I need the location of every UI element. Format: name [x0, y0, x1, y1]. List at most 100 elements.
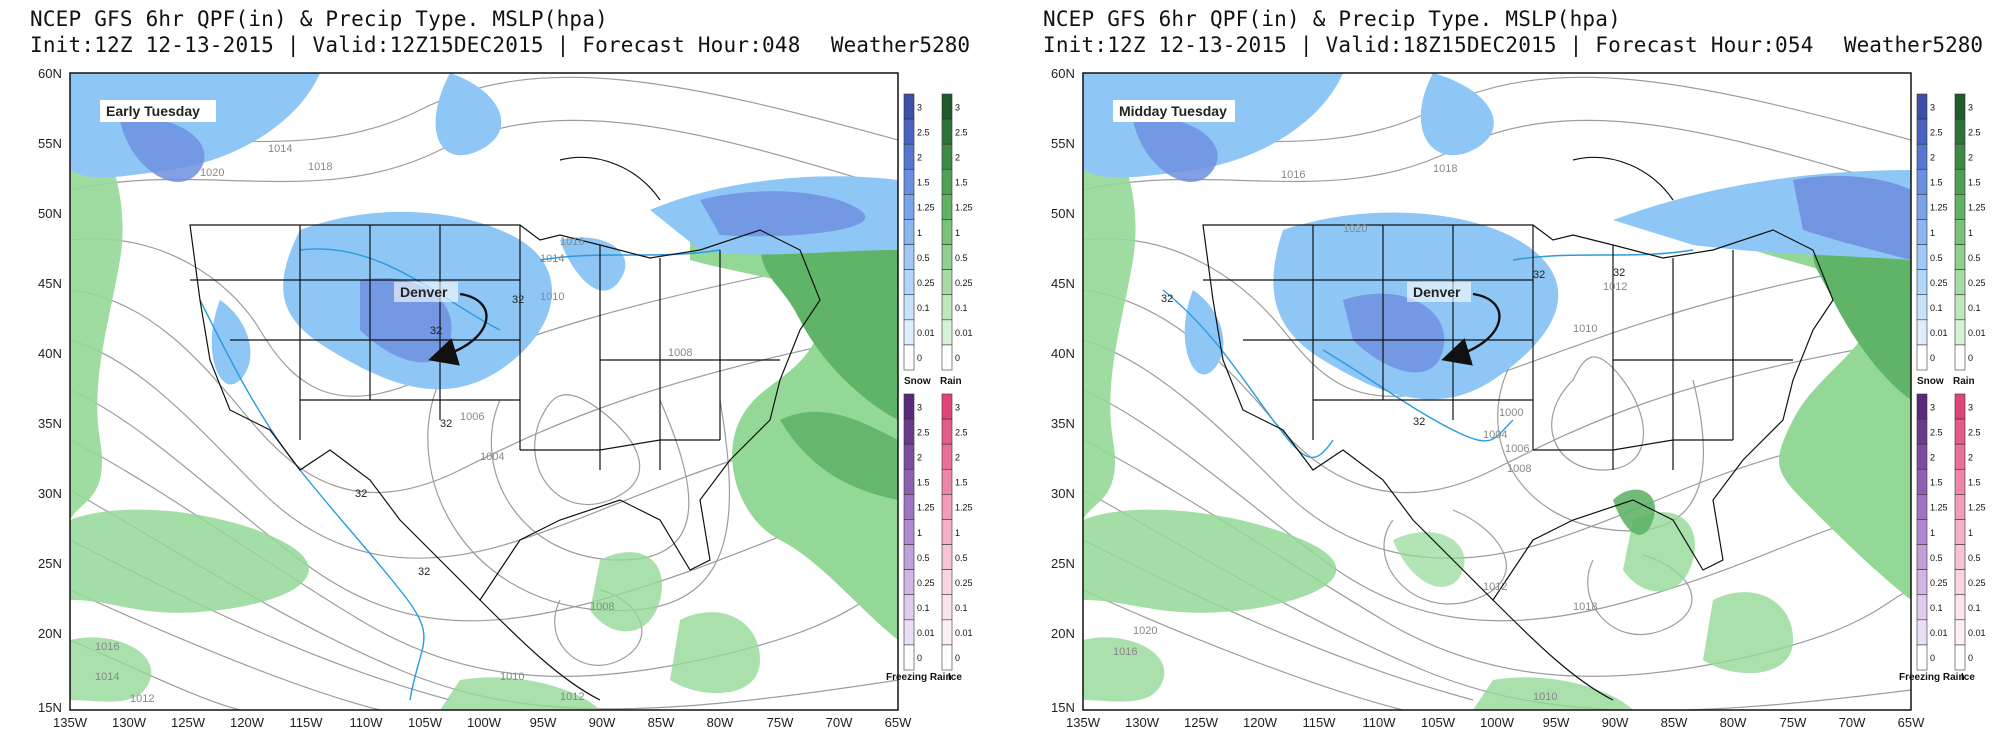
ice-colorbar-tick-label: 0.5 — [955, 553, 968, 563]
svg-text:70W: 70W — [826, 715, 853, 730]
ice-colorbar-swatch — [941, 569, 953, 596]
snow-colorbar-swatch — [903, 118, 915, 145]
rain-colorbar-tick-label: 1 — [955, 228, 960, 238]
rain-colorbar-tick-label: 0.5 — [1968, 253, 1981, 263]
freezing-rain-colorbar-tick-label: 0.01 — [1930, 628, 1948, 638]
colorbar-snow-rain: 3 2.5 2 1.5 1.25 1 0.5 0.25 0.1 0.01 0 3 2.5 2 1.5 1.2… — [1916, 93, 1986, 387]
snow-colorbar-swatch — [1916, 244, 1928, 270]
rain-colorbar-swatch — [941, 93, 953, 120]
ice-colorbar-tick-label: 0.1 — [1968, 603, 1981, 613]
freezing-rain-colorbar-tick-label: 2 — [917, 452, 922, 462]
freezing-rain-colorbar-tick-label: 2.5 — [917, 427, 930, 437]
freezing-rain-colorbar-tick-label: 1 — [917, 528, 922, 538]
rain-colorbar-tick-label: 0.01 — [1968, 328, 1986, 338]
rain-colorbar-tick-label: 2 — [955, 152, 960, 162]
freezing-rain-colorbar-swatch — [903, 393, 915, 420]
rain-colorbar-tick-label: 1.25 — [1968, 203, 1986, 213]
snow-colorbar-swatch — [1916, 319, 1928, 346]
svg-text:1016: 1016 — [1281, 169, 1305, 181]
snow-colorbar-tick-label: 0.01 — [917, 328, 935, 338]
svg-text:35N: 35N — [1051, 416, 1075, 431]
svg-text:75W: 75W — [1780, 715, 1807, 730]
svg-text:120W: 120W — [1243, 715, 1278, 730]
freezing-rain-colorbar-tick-label: 0.01 — [917, 628, 935, 638]
rain-colorbar-tick-label: 2.5 — [955, 127, 968, 137]
snow-colorbar-tick-label: 1 — [1930, 228, 1935, 238]
snow-colorbar-swatch — [903, 319, 915, 346]
svg-text:60N: 60N — [38, 66, 62, 81]
svg-text:1008: 1008 — [590, 601, 614, 613]
svg-text:1008: 1008 — [1507, 463, 1531, 475]
svg-text:32: 32 — [512, 294, 524, 306]
snow-colorbar-tick-label: 1.25 — [1930, 203, 1948, 213]
svg-text:1006: 1006 — [460, 411, 484, 423]
freezing-rain-colorbar-swatch — [903, 594, 915, 621]
ice-colorbar-tick-label: 2 — [1968, 452, 1973, 462]
rain-colorbar-swatch — [941, 118, 953, 145]
ice-colorbar-swatch — [941, 468, 953, 495]
rain-colorbar-tick-label: 0.01 — [955, 328, 973, 338]
ice-colorbar-swatch — [941, 644, 953, 671]
rain-colorbar-swatch — [1954, 118, 1966, 145]
svg-text:110W: 110W — [1363, 715, 1397, 730]
svg-text:1012: 1012 — [130, 693, 154, 705]
snow-colorbar-tick-label: 3 — [917, 102, 922, 112]
ice-colorbar-swatch — [941, 619, 953, 646]
ice-colorbar-swatch — [1954, 569, 1966, 596]
svg-text:40N: 40N — [38, 346, 62, 361]
ice-colorbar-tick-label: 0.1 — [955, 603, 968, 613]
svg-text:1018: 1018 — [308, 161, 332, 173]
colorbar-snow-rain: 3 2.5 2 1.5 1.25 1 0.5 0.25 0.1 0.01 0 3 2.5 2 1.5 1.2… — [903, 93, 973, 387]
rain-colorbar-swatch — [1954, 294, 1966, 321]
rain-colorbar-tick-label: 0.25 — [955, 278, 973, 288]
svg-text:95W: 95W — [530, 715, 557, 730]
svg-text:85W: 85W — [648, 715, 675, 730]
rain-colorbar-swatch — [941, 344, 953, 371]
rain-colorbar-tick-label: 1.5 — [955, 178, 968, 188]
freezing-rain-colorbar-tick-label: 0.5 — [1930, 553, 1943, 563]
ice-colorbar-tick-label: 1 — [1968, 528, 1973, 538]
rain-colorbar-swatch — [1954, 244, 1966, 270]
time-annotation: Early Tuesday — [106, 103, 200, 119]
svg-text:65W: 65W — [1898, 715, 1925, 730]
snow-colorbar-tick-label: 3 — [1930, 102, 1935, 112]
svg-text:90W: 90W — [589, 715, 616, 730]
freezing-rain-colorbar-swatch — [1916, 594, 1928, 621]
snow-colorbar-swatch — [903, 269, 915, 296]
rain-colorbar-swatch — [1954, 344, 1966, 371]
freezing-rain-colorbar-tick-label: 0 — [917, 653, 922, 663]
svg-text:1014: 1014 — [95, 671, 119, 683]
latitude-labels: 60N 55N 50N 45N 40N 35N 30N 25N 20N 15N — [1051, 66, 1075, 715]
svg-text:110W: 110W — [350, 715, 384, 730]
snow-colorbar-tick-label: 0.1 — [917, 303, 930, 313]
svg-text:1020: 1020 — [200, 167, 224, 179]
snow-colorbar-tick-label: 1 — [917, 228, 922, 238]
freezing-rain-colorbar-swatch — [1916, 443, 1928, 470]
svg-text:80W: 80W — [1720, 715, 1747, 730]
map-title: NCEP GFS 6hr QPF(in) & Precip Type. MSLP… — [30, 7, 608, 31]
svg-text:105W: 105W — [408, 715, 443, 730]
freezing-line — [199, 248, 721, 701]
svg-text:50N: 50N — [38, 206, 62, 221]
freezing-rain-colorbar-tick-label: 0.25 — [1930, 578, 1948, 588]
svg-text:130W: 130W — [1125, 715, 1160, 730]
rain-colorbar-tick-label: 2 — [1968, 152, 1973, 162]
borders — [189, 156, 821, 701]
rain-colorbar-tick-label: 1.25 — [955, 203, 973, 213]
rain-label: Rain — [1953, 376, 1975, 387]
freezing-rain-colorbar-tick-label: 0.25 — [917, 578, 935, 588]
brand-label: Weather5280 — [830, 33, 970, 57]
ice-colorbar-swatch — [1954, 544, 1966, 570]
city-label-denver: Denver — [400, 284, 448, 300]
ice-colorbar-swatch — [941, 443, 953, 470]
rain-colorbar-swatch — [941, 244, 953, 270]
heavy-rain-areas — [760, 228, 898, 500]
svg-text:20N: 20N — [38, 626, 62, 641]
rain-colorbar-tick-label: 0.1 — [955, 303, 968, 313]
ice-colorbar-tick-label: 0 — [955, 653, 960, 663]
freezing-rain-colorbar-swatch — [1916, 468, 1928, 495]
rain-colorbar-tick-label: 2.5 — [1968, 127, 1981, 137]
snow-colorbar-tick-label: 0.1 — [1930, 303, 1943, 313]
freezing-rain-colorbar-swatch — [903, 443, 915, 470]
rain-colorbar-swatch — [1954, 319, 1966, 346]
